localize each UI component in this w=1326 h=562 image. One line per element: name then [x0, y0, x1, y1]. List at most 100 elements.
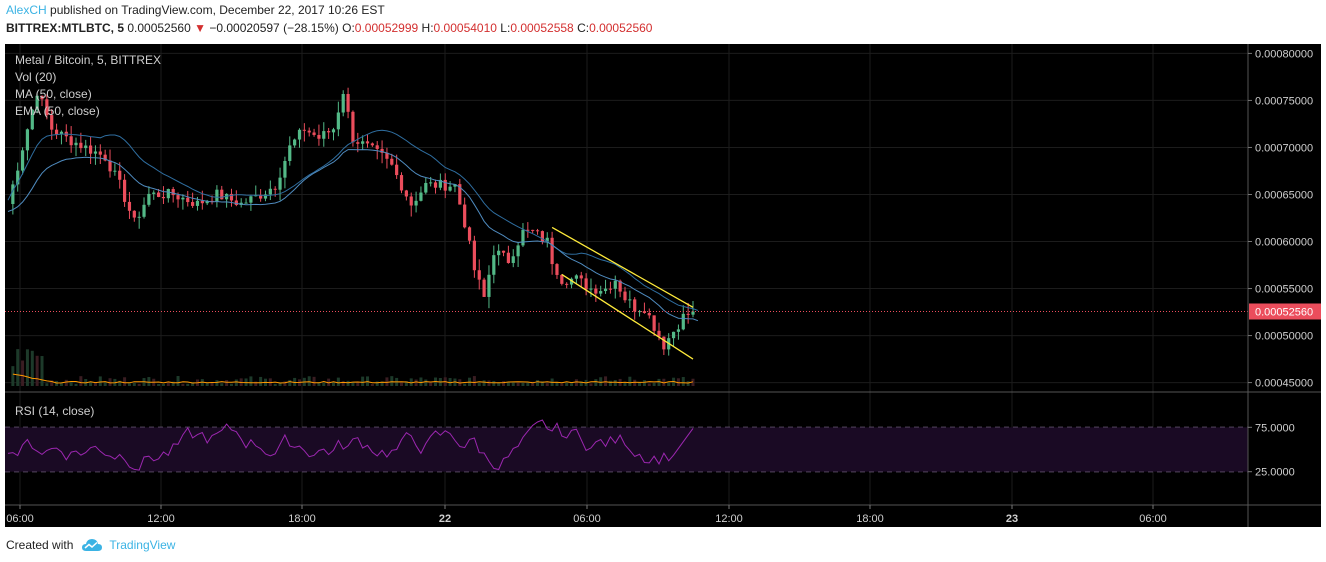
candle-body[interactable] — [535, 230, 540, 232]
candle-body[interactable] — [54, 129, 59, 135]
candle-body[interactable] — [283, 160, 287, 178]
candle-body[interactable] — [370, 143, 374, 146]
candle-body[interactable] — [312, 132, 316, 135]
candle-body[interactable] — [448, 186, 452, 191]
candle-body[interactable] — [195, 200, 200, 206]
candle-body[interactable] — [205, 200, 209, 204]
candle-body[interactable] — [526, 229, 530, 231]
candle-body[interactable] — [20, 150, 25, 171]
candle-body[interactable] — [137, 216, 141, 218]
candle-body[interactable] — [93, 151, 98, 154]
trend-channel[interactable] — [551, 226, 694, 360]
candle-body[interactable] — [74, 142, 78, 146]
candle-body[interactable] — [584, 278, 588, 290]
candle-body[interactable] — [302, 129, 306, 131]
candle-body[interactable] — [409, 196, 413, 206]
candle-body[interactable] — [555, 264, 559, 275]
candle-body[interactable] — [385, 152, 389, 159]
candle-body[interactable] — [647, 312, 651, 316]
candle-body[interactable] — [278, 177, 282, 190]
candle-body[interactable] — [380, 148, 384, 153]
candle-body[interactable] — [429, 182, 433, 184]
candle-body[interactable] — [346, 93, 350, 112]
candle-body[interactable] — [506, 252, 510, 263]
candle-body[interactable] — [361, 141, 365, 144]
candle-body[interactable] — [113, 170, 117, 172]
candle-body[interactable] — [356, 142, 360, 144]
candle-body[interactable] — [438, 179, 442, 188]
candle-body[interactable] — [453, 184, 457, 187]
candle-body[interactable] — [681, 313, 685, 330]
candle-body[interactable] — [613, 280, 617, 289]
candle-body[interactable] — [550, 237, 554, 265]
candle-body[interactable] — [375, 145, 379, 149]
candle-body[interactable] — [399, 175, 404, 191]
candle-body[interactable] — [88, 145, 93, 154]
candle-body[interactable] — [220, 189, 224, 200]
candle-body[interactable] — [147, 193, 151, 205]
candle-body[interactable] — [472, 240, 476, 271]
candle-body[interactable] — [652, 315, 656, 331]
candle-body[interactable] — [30, 109, 34, 130]
candle-body[interactable] — [516, 245, 520, 257]
candle-body[interactable] — [132, 210, 136, 218]
candle-body[interactable] — [297, 129, 302, 140]
candle-body[interactable] — [497, 250, 501, 256]
candle-body[interactable] — [691, 311, 695, 315]
candle-body[interactable] — [84, 145, 88, 149]
trendline-upper[interactable] — [551, 226, 694, 308]
candle-body[interactable] — [336, 112, 340, 130]
candle-body[interactable] — [618, 280, 622, 292]
candle-body[interactable] — [671, 331, 676, 339]
candle-body[interactable] — [16, 170, 20, 185]
candle-body[interactable] — [322, 131, 326, 139]
candle-body[interactable] — [686, 313, 690, 315]
candle-body[interactable] — [166, 189, 170, 199]
candle-body[interactable] — [579, 275, 583, 279]
candle-body[interactable] — [482, 279, 486, 297]
candle-body[interactable] — [210, 200, 214, 202]
candle-body[interactable] — [603, 288, 608, 292]
price-chart[interactable]: 0.00080000 0.00075000 0.00070000 0.00065000… — [5, 44, 1321, 527]
candle-body[interactable] — [108, 160, 112, 172]
tradingview-cloud-icon[interactable] — [81, 538, 103, 552]
candle-body[interactable] — [608, 288, 613, 290]
candle-body[interactable] — [341, 93, 345, 113]
tradingview-link[interactable]: TradingView — [109, 538, 176, 552]
candle-body[interactable] — [25, 129, 30, 151]
candle-body[interactable] — [487, 274, 491, 297]
candle-body[interactable] — [244, 202, 248, 204]
candle-body[interactable] — [642, 311, 647, 313]
candle-body[interactable] — [263, 194, 268, 199]
candle-body[interactable] — [118, 170, 122, 180]
candle-body[interactable] — [477, 270, 481, 280]
author-link[interactable]: AlexCH — [6, 3, 47, 17]
candle-body[interactable] — [633, 299, 637, 312]
candle-body[interactable] — [157, 192, 161, 197]
candle-body[interactable] — [11, 184, 15, 205]
candle-body[interactable] — [637, 311, 642, 313]
candle-body[interactable] — [59, 131, 64, 135]
candle-body[interactable] — [186, 197, 190, 203]
candle-body[interactable] — [259, 195, 263, 199]
candle-body[interactable] — [331, 129, 336, 133]
candle-body[interactable] — [511, 256, 515, 263]
candle-body[interactable] — [127, 201, 132, 211]
candle-body[interactable] — [273, 188, 277, 190]
candle-body[interactable] — [594, 288, 598, 294]
candle-body[interactable] — [467, 227, 472, 241]
candle-body[interactable] — [307, 130, 311, 133]
candle-body[interactable] — [414, 200, 418, 206]
candle-body[interactable] — [565, 283, 569, 285]
candle-body[interactable] — [540, 231, 544, 242]
candle-body[interactable] — [176, 195, 180, 200]
candle-body[interactable] — [268, 188, 272, 195]
candle-body[interactable] — [142, 204, 146, 217]
candle-body[interactable] — [395, 164, 399, 176]
candle-body[interactable] — [103, 154, 107, 161]
candle-body[interactable] — [390, 158, 394, 165]
candle-body[interactable] — [161, 196, 166, 199]
candle-body[interactable] — [589, 288, 593, 290]
candle-body[interactable] — [69, 136, 73, 146]
candle-body[interactable] — [521, 229, 525, 246]
